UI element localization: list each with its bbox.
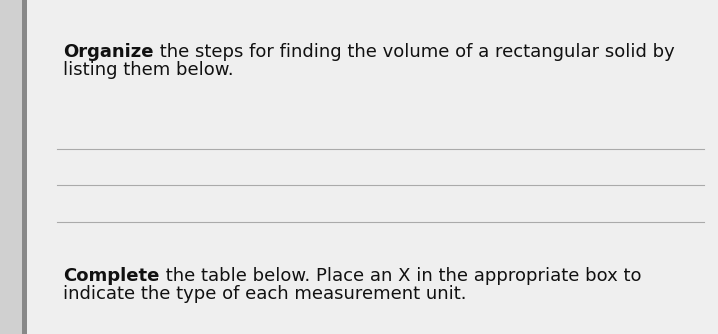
Text: the table below. Place an X in the appropriate box to: the table below. Place an X in the appro… [159, 267, 641, 285]
Text: listing them below.: listing them below. [63, 61, 234, 79]
Text: the steps for finding the volume of a rectangular solid by: the steps for finding the volume of a re… [154, 43, 674, 61]
Bar [22, 0, 27, 334]
Text: indicate the type of each measurement unit.: indicate the type of each measurement un… [63, 285, 467, 303]
Text: Organize: Organize [63, 43, 154, 61]
Text: Complete: Complete [63, 267, 159, 285]
